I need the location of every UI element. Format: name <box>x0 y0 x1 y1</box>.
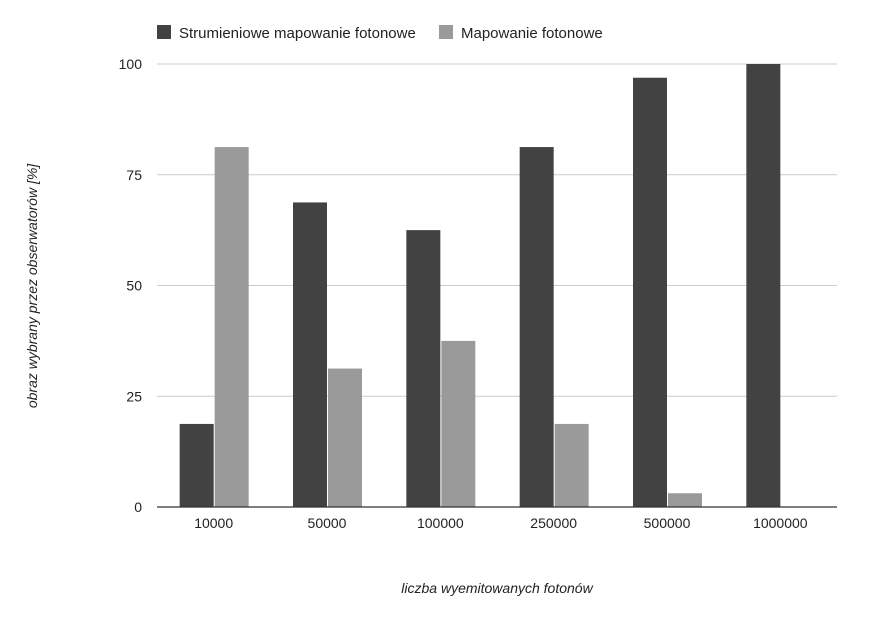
legend: Strumieniowe mapowanie fotonowe Mapowanie… <box>157 25 603 42</box>
x-tick-label: 250000 <box>530 515 577 531</box>
bar-standard-50000 <box>328 368 362 507</box>
y-tick-label: 25 <box>126 388 142 404</box>
bar-standard-10000 <box>214 147 249 507</box>
bar-streaming-1000000 <box>746 64 781 507</box>
y-tick-label: 50 <box>126 278 142 294</box>
bar-streaming-500000 <box>633 77 667 507</box>
axes: 0 25 50 75 100 10000 50000 100000 250000 500000 10… <box>119 56 837 531</box>
gridlines <box>157 63 837 397</box>
bar-standard-100000 <box>441 340 476 507</box>
bar-streaming-50000 <box>293 202 327 507</box>
bar-standard-500000 <box>668 493 702 507</box>
legend-label: Strumieniowe mapowanie fotonowe <box>179 25 416 42</box>
bar-streaming-100000 <box>406 230 441 507</box>
x-tick-label: 1000000 <box>753 515 808 531</box>
x-tick-label: 500000 <box>644 515 691 531</box>
y-tick-label: 0 <box>134 499 142 515</box>
bar-streaming-10000 <box>179 423 214 507</box>
y-axis-title: obraz wybrany przez obserwatorów [%] <box>24 163 40 408</box>
bar-streaming-250000 <box>519 147 554 507</box>
x-tick-label: 50000 <box>308 515 347 531</box>
y-tick-label: 100 <box>119 56 143 72</box>
bar-standard-250000 <box>554 423 589 507</box>
x-tick-label: 10000 <box>194 515 233 531</box>
legend-swatch <box>439 25 453 39</box>
legend-label: Mapowanie fotonowe <box>461 25 603 42</box>
x-tick-label: 100000 <box>417 515 464 531</box>
legend-swatch <box>157 25 171 39</box>
y-tick-label: 75 <box>126 167 142 183</box>
x-axis-title: liczba wyemitowanych fotonów <box>401 580 593 596</box>
bars <box>179 64 781 507</box>
